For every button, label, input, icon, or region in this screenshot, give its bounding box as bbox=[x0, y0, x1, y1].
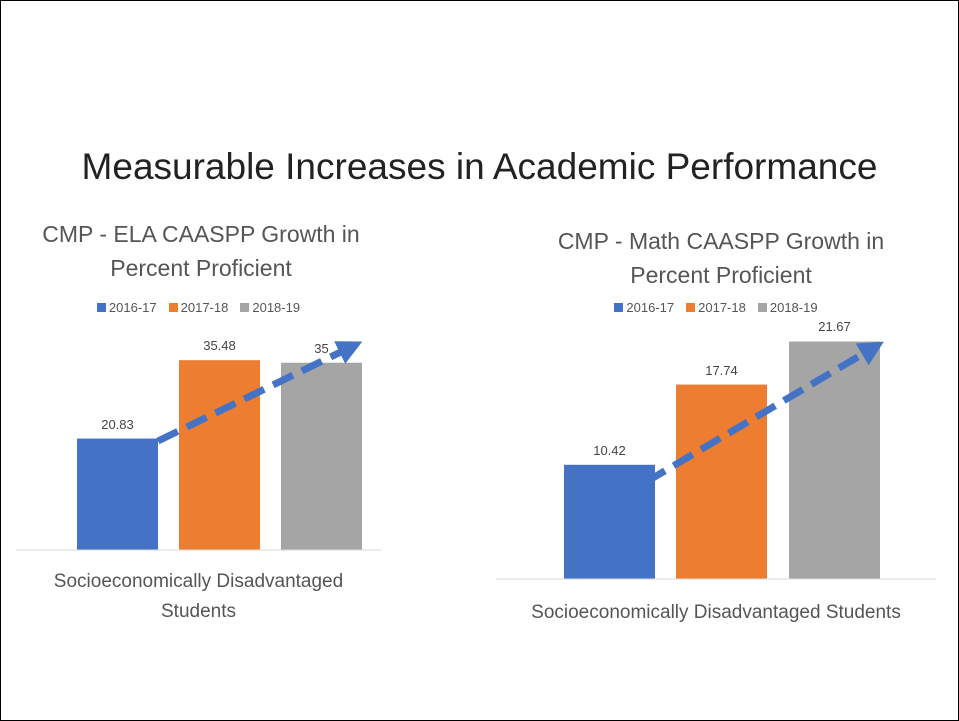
category-label: Socioeconomically Disadvantaged Students bbox=[53, 571, 344, 622]
value-label: 35.48 bbox=[203, 338, 236, 354]
value-label: 21.67 bbox=[818, 319, 851, 335]
bar bbox=[77, 438, 158, 550]
bar bbox=[676, 384, 767, 579]
legend-swatch bbox=[686, 303, 696, 312]
legend-label: 2017-18 bbox=[698, 300, 746, 315]
legend-item: 2017-18 bbox=[686, 300, 746, 315]
legend-item: 2017-18 bbox=[168, 300, 229, 315]
legend-swatch bbox=[757, 303, 767, 312]
chart-title: CMP - ELA CAASPP Growth in Percent Profi… bbox=[42, 221, 360, 281]
legend-swatch bbox=[614, 303, 624, 312]
legend-swatch bbox=[96, 303, 106, 312]
bar bbox=[281, 362, 362, 550]
value-label: 10.42 bbox=[593, 442, 626, 458]
bar bbox=[179, 360, 260, 550]
legend: 2016-17 2017-18 2018-19 bbox=[16, 300, 381, 315]
value-label: 17.74 bbox=[705, 362, 738, 378]
legend-item: 2016-17 bbox=[96, 300, 157, 315]
value-label: 35 bbox=[314, 340, 329, 356]
legend-swatch bbox=[168, 303, 178, 312]
bar bbox=[789, 341, 880, 579]
value-label: 20.83 bbox=[101, 416, 134, 432]
trend-arrow bbox=[156, 341, 363, 445]
legend-item: 2016-17 bbox=[614, 300, 674, 315]
slide-title: Measurable Increases in Academic Perform… bbox=[81, 146, 878, 187]
legend-label: 2017-18 bbox=[180, 300, 229, 315]
legend-label: 2018-19 bbox=[769, 300, 818, 315]
legend-item: 2018-19 bbox=[757, 300, 818, 315]
legend-label: 2016-17 bbox=[108, 300, 157, 315]
trend-arrow bbox=[644, 341, 884, 486]
category-label: Socioeconomically Disadvantaged Students bbox=[531, 602, 901, 623]
legend-swatch bbox=[240, 303, 250, 312]
chart-title: CMP - Math CAASPP Growth in Percent Prof… bbox=[557, 228, 885, 288]
bar bbox=[564, 464, 655, 579]
legend-item: 2018-19 bbox=[240, 300, 300, 315]
legend: 2016-17 2017-18 2018-19 bbox=[496, 300, 936, 315]
legend-label: 2018-19 bbox=[252, 300, 301, 315]
legend-label: 2016-17 bbox=[626, 300, 675, 315]
